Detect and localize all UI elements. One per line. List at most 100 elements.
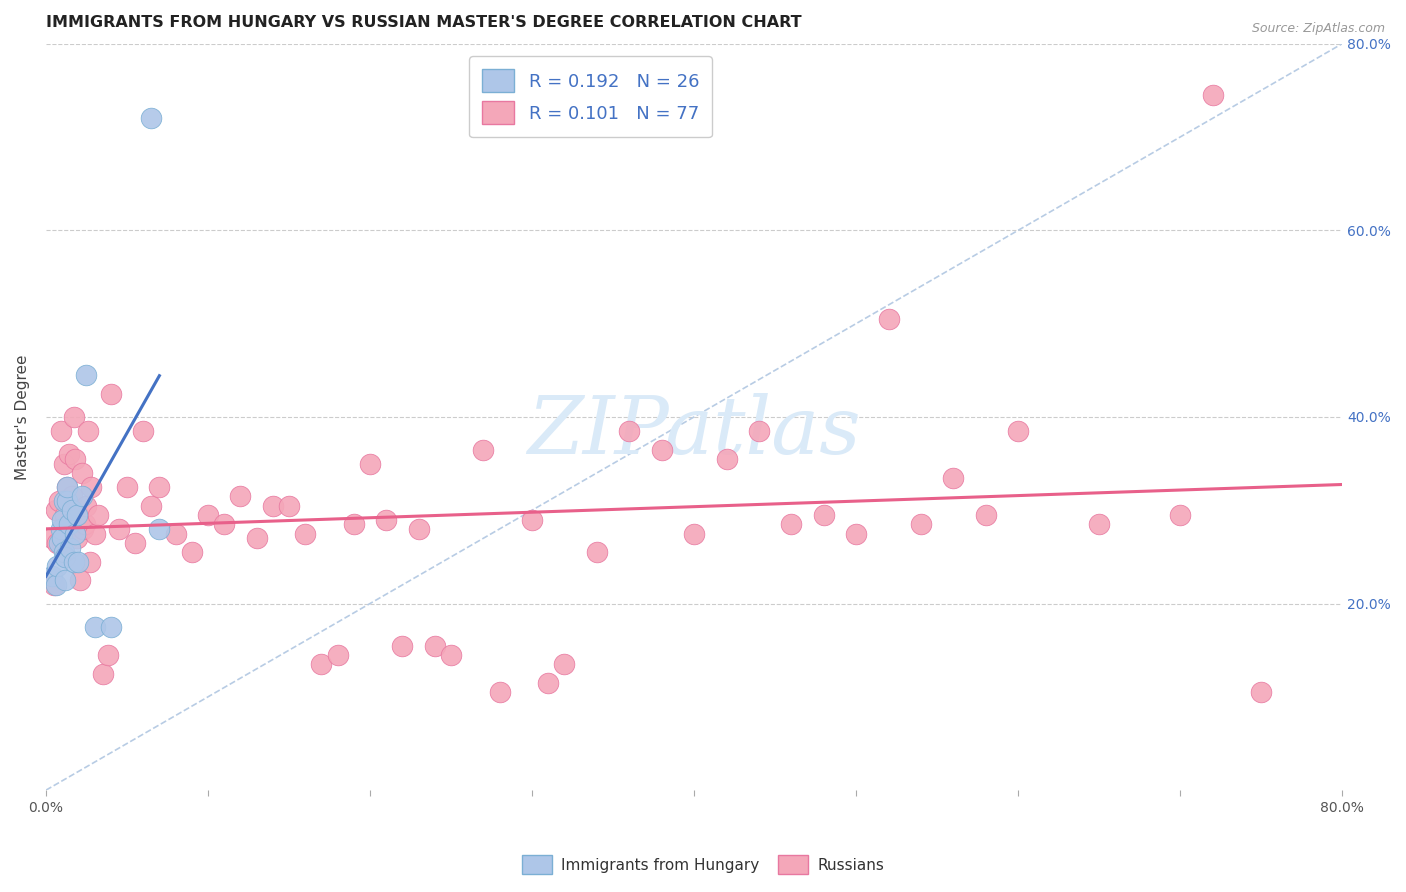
Text: Source: ZipAtlas.com: Source: ZipAtlas.com [1251, 22, 1385, 36]
Point [423, 639, 446, 653]
Point [343, 517, 366, 532]
Point [63, 451, 86, 466]
Point [148, 480, 170, 494]
Point [46, 559, 69, 574]
Point [1007, 424, 1029, 438]
Point [73, 517, 96, 532]
Point [55, 573, 77, 587]
Text: IMMIGRANTS FROM HUNGARY VS RUSSIAN MASTER'S DEGREE CORRELATION CHART: IMMIGRANTS FROM HUNGARY VS RUSSIAN MASTE… [46, 15, 801, 30]
Point [100, 386, 122, 401]
Point [91, 666, 114, 681]
Point [67, 508, 90, 522]
Point [877, 312, 900, 326]
Point [59, 541, 82, 555]
Point [51, 512, 73, 526]
Point [780, 517, 803, 532]
Point [42, 578, 65, 592]
Point [55, 549, 77, 564]
Point [52, 545, 75, 559]
Point [67, 555, 90, 569]
Point [440, 648, 463, 662]
Point [619, 424, 641, 438]
Point [76, 368, 98, 382]
Point [77, 424, 100, 438]
Point [148, 522, 170, 536]
Point [1168, 508, 1191, 522]
Point [56, 494, 79, 508]
Point [472, 442, 495, 457]
Point [537, 676, 560, 690]
Point [41, 531, 63, 545]
Point [51, 531, 73, 545]
Point [52, 457, 75, 471]
Point [48, 494, 70, 508]
Point [165, 526, 187, 541]
Point [66, 508, 89, 522]
Point [56, 480, 79, 494]
Point [408, 522, 430, 536]
Point [651, 442, 673, 457]
Point [553, 657, 575, 672]
Point [41, 568, 63, 582]
Point [46, 536, 69, 550]
Point [60, 489, 83, 503]
Point [132, 424, 155, 438]
Point [55, 508, 77, 522]
Point [1088, 517, 1111, 532]
Point [910, 517, 932, 532]
Point [96, 648, 118, 662]
Point [115, 480, 138, 494]
Point [359, 457, 381, 471]
Point [62, 555, 84, 569]
Point [246, 531, 269, 545]
Point [83, 620, 105, 634]
Point [391, 639, 413, 653]
Point [70, 489, 93, 503]
Point [845, 526, 868, 541]
Point [942, 470, 965, 484]
Point [70, 466, 93, 480]
Point [63, 526, 86, 541]
Legend: Immigrants from Hungary, Russians: Immigrants from Hungary, Russians [516, 849, 890, 880]
Point [141, 112, 163, 126]
Point [66, 531, 89, 545]
Point [58, 447, 80, 461]
Point [45, 503, 67, 517]
Point [278, 499, 301, 513]
Point [197, 508, 219, 522]
Point [80, 480, 103, 494]
Point [141, 499, 163, 513]
Point [124, 536, 146, 550]
Point [58, 517, 80, 532]
Point [375, 512, 398, 526]
Point [62, 409, 84, 424]
Point [294, 526, 316, 541]
Point [748, 424, 770, 438]
Point [488, 685, 510, 699]
Point [72, 522, 94, 536]
Point [212, 517, 235, 532]
Point [49, 522, 72, 536]
Point [51, 536, 73, 550]
Point [56, 480, 79, 494]
Point [1201, 87, 1223, 102]
Point [79, 555, 101, 569]
Point [87, 508, 110, 522]
Point [60, 503, 83, 517]
Legend: R = 0.192   N = 26, R = 0.101   N = 77: R = 0.192 N = 26, R = 0.101 N = 77 [470, 56, 711, 137]
Point [45, 578, 67, 592]
Point [48, 536, 70, 550]
Point [311, 657, 333, 672]
Point [326, 648, 349, 662]
Point [180, 545, 202, 559]
Point [586, 545, 609, 559]
Point [229, 489, 252, 503]
Point [100, 620, 122, 634]
Y-axis label: Master's Degree: Master's Degree [15, 354, 30, 480]
Point [69, 573, 91, 587]
Point [49, 424, 72, 438]
Point [76, 499, 98, 513]
Point [83, 526, 105, 541]
Point [1250, 685, 1272, 699]
Point [974, 508, 997, 522]
